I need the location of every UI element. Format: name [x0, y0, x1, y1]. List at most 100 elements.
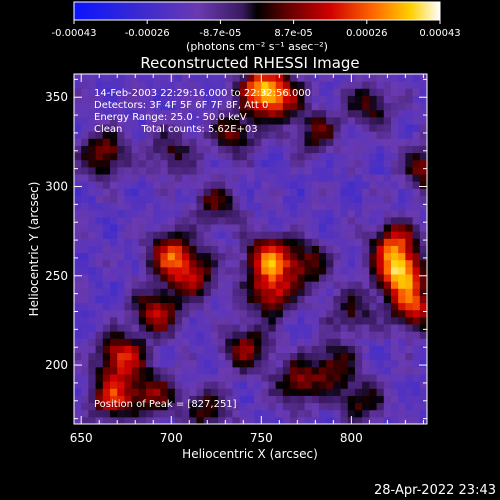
- heatmap-cell: [174, 274, 183, 282]
- heatmap-cell: [261, 288, 270, 296]
- heatmap-cell: [246, 209, 255, 218]
- heatmap-cell: [290, 316, 298, 325]
- heatmap-cell: [146, 388, 154, 396]
- heatmap-cell: [110, 95, 118, 104]
- heatmap-cell: [88, 352, 97, 361]
- heatmap-cell: [398, 166, 406, 175]
- heatmap-cell: [326, 252, 334, 261]
- heatmap-cell: [117, 81, 125, 89]
- heatmap-cell: [146, 145, 154, 154]
- heatmap-cell: [246, 202, 255, 211]
- heatmap-cell: [390, 274, 399, 282]
- heatmap-cell: [333, 324, 342, 332]
- heatmap-cell: [318, 409, 327, 418]
- heatmap-cell: [88, 416, 97, 424]
- heatmap-cell: [290, 202, 298, 211]
- heatmap-cell: [239, 302, 248, 311]
- heatmap-cell: [189, 238, 197, 246]
- heatmap-cell: [210, 316, 219, 325]
- heatmap-cell: [390, 95, 399, 104]
- heatmap-cell: [412, 416, 421, 424]
- heatmap-cell: [405, 102, 414, 111]
- heatmap-cell: [246, 381, 255, 389]
- heatmap-cell: [110, 366, 118, 375]
- heatmap-cell: [282, 316, 291, 325]
- heatmap-cell: [405, 302, 414, 311]
- heatmap-cell: [138, 166, 147, 175]
- heatmap-cell: [74, 316, 82, 325]
- heatmap-cell: [196, 266, 205, 275]
- heatmap-cell: [311, 388, 320, 396]
- heatmap-cell: [210, 374, 219, 382]
- heatmap-cell: [95, 124, 104, 132]
- heatmap-cell: [318, 381, 327, 389]
- heatmap-cell: [74, 266, 82, 275]
- heatmap-cell: [254, 145, 262, 154]
- heatmap-cell: [398, 238, 406, 246]
- heatmap-cell: [153, 95, 161, 104]
- heatmap-cell: [239, 166, 248, 175]
- heatmap-cell: [102, 188, 111, 196]
- heatmap-cell: [124, 131, 133, 139]
- heatmap-cell: [131, 345, 140, 354]
- heatmap-cell: [167, 209, 176, 218]
- heatmap-cell: [326, 352, 334, 361]
- heatmap-cell: [383, 316, 392, 325]
- heatmap-cell: [333, 345, 342, 354]
- heatmap-cell: [117, 316, 125, 325]
- heatmap-cell: [282, 159, 291, 168]
- heatmap-cell: [405, 202, 414, 211]
- heatmap-cell: [405, 274, 414, 282]
- heatmap-cell: [88, 409, 97, 418]
- heatmap-cell: [268, 188, 277, 196]
- heatmap-cell: [369, 145, 378, 154]
- heatmap-cell: [189, 159, 197, 168]
- heatmap-cell: [290, 274, 298, 282]
- heatmap-cell: [225, 402, 233, 411]
- heatmap-cell: [146, 231, 154, 239]
- heatmap-cell: [362, 116, 370, 125]
- heatmap-cell: [167, 138, 176, 146]
- heatmap-cell: [225, 124, 233, 132]
- heatmap-cell: [102, 181, 111, 189]
- heatmap-cell: [167, 316, 176, 325]
- heatmap-cell: [275, 388, 284, 396]
- heatmap-cell: [333, 166, 342, 175]
- heatmap-cell: [74, 95, 82, 104]
- heatmap-cell: [189, 374, 197, 382]
- heatmap-cell: [210, 416, 219, 424]
- heatmap-cell: [95, 116, 104, 125]
- heatmap-cell: [167, 166, 176, 175]
- heatmap-cell: [326, 338, 334, 346]
- heatmap-cell: [225, 166, 233, 175]
- heatmap-cell: [282, 224, 291, 232]
- heatmap-cell: [261, 116, 270, 125]
- heatmap-cell: [354, 174, 363, 182]
- heatmap-cell: [383, 345, 392, 354]
- heatmap-cell: [160, 102, 169, 111]
- heatmap-cell: [383, 109, 392, 118]
- heatmap-cell: [297, 145, 306, 154]
- heatmap-cell: [203, 145, 212, 154]
- heatmap-cell: [138, 409, 147, 418]
- heatmap-cell: [146, 138, 154, 146]
- heatmap-cell: [138, 224, 147, 232]
- heatmap-cell: [405, 188, 414, 196]
- heatmap-cell: [210, 131, 219, 139]
- heatmap-cell: [282, 181, 291, 189]
- heatmap-cell: [225, 266, 233, 275]
- heatmap-cell: [189, 302, 197, 311]
- heatmap-cell: [412, 188, 421, 196]
- heatmap-cell: [124, 366, 133, 375]
- heatmap-cell: [110, 395, 118, 404]
- heatmap-cell: [239, 238, 248, 246]
- heatmap-cell: [333, 381, 342, 389]
- heatmap-cell: [304, 381, 313, 389]
- heatmap-cell: [412, 302, 421, 311]
- heatmap-cell: [261, 231, 270, 239]
- heatmap-cell: [282, 288, 291, 296]
- heatmap-cell: [290, 131, 298, 139]
- heatmap-cell: [254, 216, 262, 225]
- heatmap-cell: [290, 166, 298, 175]
- heatmap-cell: [167, 309, 176, 318]
